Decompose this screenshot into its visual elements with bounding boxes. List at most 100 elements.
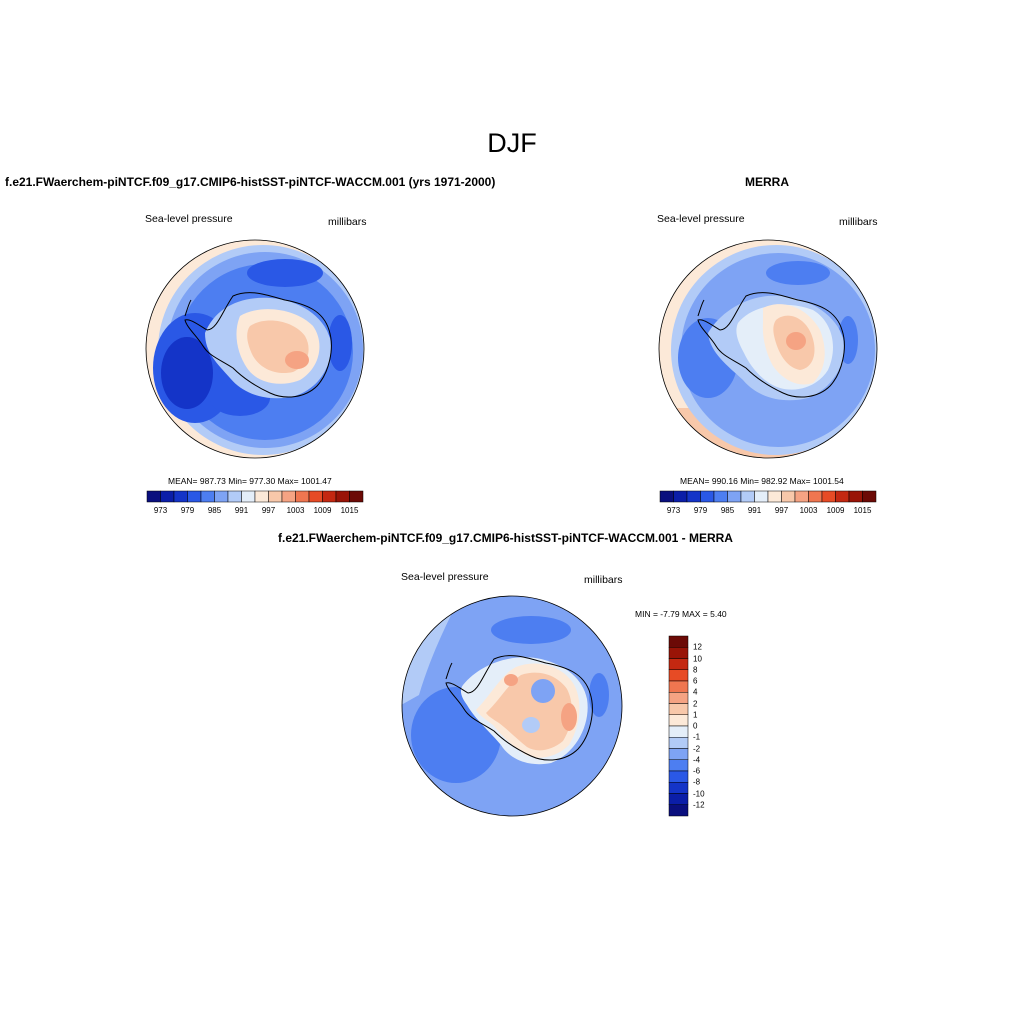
model-colorbar-tick-label: 973 xyxy=(153,506,168,515)
model-colorbar-swatch xyxy=(187,490,202,503)
obs-stats: MEAN= 990.16 Min= 982.92 Max= 1001.54 xyxy=(680,476,844,486)
model-colorbar-tick-label: 1009 xyxy=(313,506,332,515)
model-colorbar-swatch xyxy=(227,490,242,503)
obs-colorbar-tick-label: 973 xyxy=(666,506,681,515)
diff-colorbar-swatch xyxy=(668,759,689,772)
obs-colorbar-tick-label: 991 xyxy=(747,506,762,515)
obs-colorbar-swatch xyxy=(767,490,782,503)
diff-colorbar-tick-label: -10 xyxy=(693,789,705,798)
diff-colorbar-labels: 12 10 8 6 4 2 1 0 -1 -2 -4 -6 -8 -10 -12 xyxy=(693,636,723,816)
diff-colorbar-tick-label: 2 xyxy=(693,699,698,708)
diff-colorbar-tick-label: -6 xyxy=(693,766,701,776)
model-panel-title: f.e21.FWaerchem-piNTCF.f09_g17.CMIP6-his… xyxy=(5,175,496,189)
model-colorbar-tick-label: 985 xyxy=(207,506,222,515)
obs-colorbar-swatch xyxy=(794,490,809,503)
diff-colorbar-swatch xyxy=(668,793,689,805)
diff-colorbar-tick-label: -4 xyxy=(693,755,701,765)
model-colorbar-swatch xyxy=(322,490,337,503)
model-colorbar-swatch xyxy=(241,490,256,503)
obs-colorbar-swatch xyxy=(713,490,728,503)
diff-colorbar-tick-label: 8 xyxy=(693,665,698,675)
model-colorbar-swatch xyxy=(281,490,296,503)
obs-colorbar-swatch xyxy=(700,490,715,503)
diff-stats: MIN = -7.79 MAX = 5.40 xyxy=(635,609,727,619)
model-colorbar-swatch xyxy=(254,490,269,503)
diff-colorbar xyxy=(668,635,689,817)
diff-colorbar-swatch xyxy=(668,680,689,693)
model-colorbar-swatch xyxy=(200,490,215,503)
diff-colorbar-swatch xyxy=(668,692,689,704)
diff-colorbar-swatch xyxy=(668,658,689,670)
obs-variable-label: Sea-level pressure xyxy=(657,213,745,225)
model-colorbar-swatch xyxy=(146,490,161,503)
obs-colorbar-tick-label: 1009 xyxy=(826,506,845,515)
obs-colorbar-labels: 973 979 985 991 997 1003 1009 1015 xyxy=(660,506,876,516)
model-colorbar-tick-label: 997 xyxy=(261,506,276,515)
diff-polar-map xyxy=(401,595,623,817)
model-colorbar-swatch xyxy=(268,490,283,503)
diff-colorbar-tick-label: 0 xyxy=(693,721,698,731)
obs-colorbar-swatch xyxy=(686,490,701,503)
obs-colorbar-tick-label: 979 xyxy=(693,506,708,515)
diff-units-label: millibars xyxy=(584,574,623,586)
figure-title: DJF xyxy=(487,128,537,158)
model-colorbar-swatch xyxy=(308,490,323,503)
diff-colorbar-tick-label: 1 xyxy=(693,710,698,720)
model-colorbar-tick-label: 979 xyxy=(180,506,195,515)
obs-colorbar-swatch xyxy=(808,490,823,503)
obs-colorbar-swatch xyxy=(740,490,755,503)
model-colorbar-swatch xyxy=(173,490,188,503)
model-colorbar-swatch xyxy=(160,490,175,503)
obs-colorbar-swatch xyxy=(673,490,688,503)
obs-colorbar-tick-label: 985 xyxy=(720,506,735,515)
diff-colorbar-swatch xyxy=(668,647,689,659)
obs-colorbar-swatch xyxy=(659,490,674,503)
model-colorbar-tick-label: 1015 xyxy=(340,506,359,515)
diff-colorbar-tick-label: -12 xyxy=(693,800,705,810)
model-variable-label: Sea-level pressure xyxy=(145,213,233,225)
obs-colorbar-tick-label: 1015 xyxy=(853,506,872,515)
model-colorbar-swatch xyxy=(214,490,229,503)
model-stats: MEAN= 987.73 Min= 977.30 Max= 1001.47 xyxy=(168,476,332,486)
diff-colorbar-swatch xyxy=(668,782,689,794)
diff-colorbar-swatch xyxy=(668,737,689,749)
diff-colorbar-tick-label: -1 xyxy=(693,732,701,742)
diff-colorbar-tick-label: 4 xyxy=(693,687,698,697)
diff-colorbar-swatch xyxy=(668,669,689,682)
obs-colorbar-swatch xyxy=(848,490,863,503)
diff-colorbar-tick-label: -2 xyxy=(693,744,701,753)
obs-colorbar-swatch xyxy=(835,490,850,503)
model-units-label: millibars xyxy=(328,216,367,228)
diff-variable-label: Sea-level pressure xyxy=(401,571,489,583)
obs-colorbar-swatch xyxy=(727,490,742,503)
obs-colorbar-swatch xyxy=(754,490,769,503)
diff-colorbar-swatch xyxy=(668,635,689,648)
diff-colorbar-swatch xyxy=(668,770,689,783)
obs-panel-title: MERRA xyxy=(745,175,789,189)
diff-colorbar-swatch xyxy=(668,703,689,715)
model-colorbar-swatch xyxy=(349,490,364,503)
diff-colorbar-swatch xyxy=(668,714,689,727)
model-colorbar-tick-label: 1003 xyxy=(286,506,305,515)
model-colorbar-labels: 973 979 985 991 997 1003 1009 1015 xyxy=(147,506,363,516)
diff-colorbar-swatch xyxy=(668,748,689,760)
obs-colorbar xyxy=(659,490,877,503)
diff-colorbar-swatch xyxy=(668,725,689,738)
obs-colorbar-swatch xyxy=(862,490,877,503)
diff-colorbar-swatch xyxy=(668,804,689,817)
model-colorbar-tick-label: 991 xyxy=(234,506,249,515)
obs-colorbar-tick-label: 1003 xyxy=(799,506,818,515)
obs-units-label: millibars xyxy=(839,216,878,228)
obs-colorbar-swatch xyxy=(781,490,796,503)
model-polar-map xyxy=(145,239,365,459)
obs-colorbar-swatch xyxy=(821,490,836,503)
diff-colorbar-tick-label: 6 xyxy=(693,676,698,686)
model-colorbar xyxy=(146,490,364,503)
diff-panel-title: f.e21.FWaerchem-piNTCF.f09_g17.CMIP6-his… xyxy=(278,531,733,545)
model-colorbar-swatch xyxy=(335,490,350,503)
obs-polar-map xyxy=(658,239,878,459)
diff-colorbar-tick-label: -8 xyxy=(693,777,701,787)
model-colorbar-swatch xyxy=(295,490,310,503)
diff-colorbar-tick-label: 12 xyxy=(693,642,702,652)
obs-colorbar-tick-label: 997 xyxy=(774,506,789,515)
